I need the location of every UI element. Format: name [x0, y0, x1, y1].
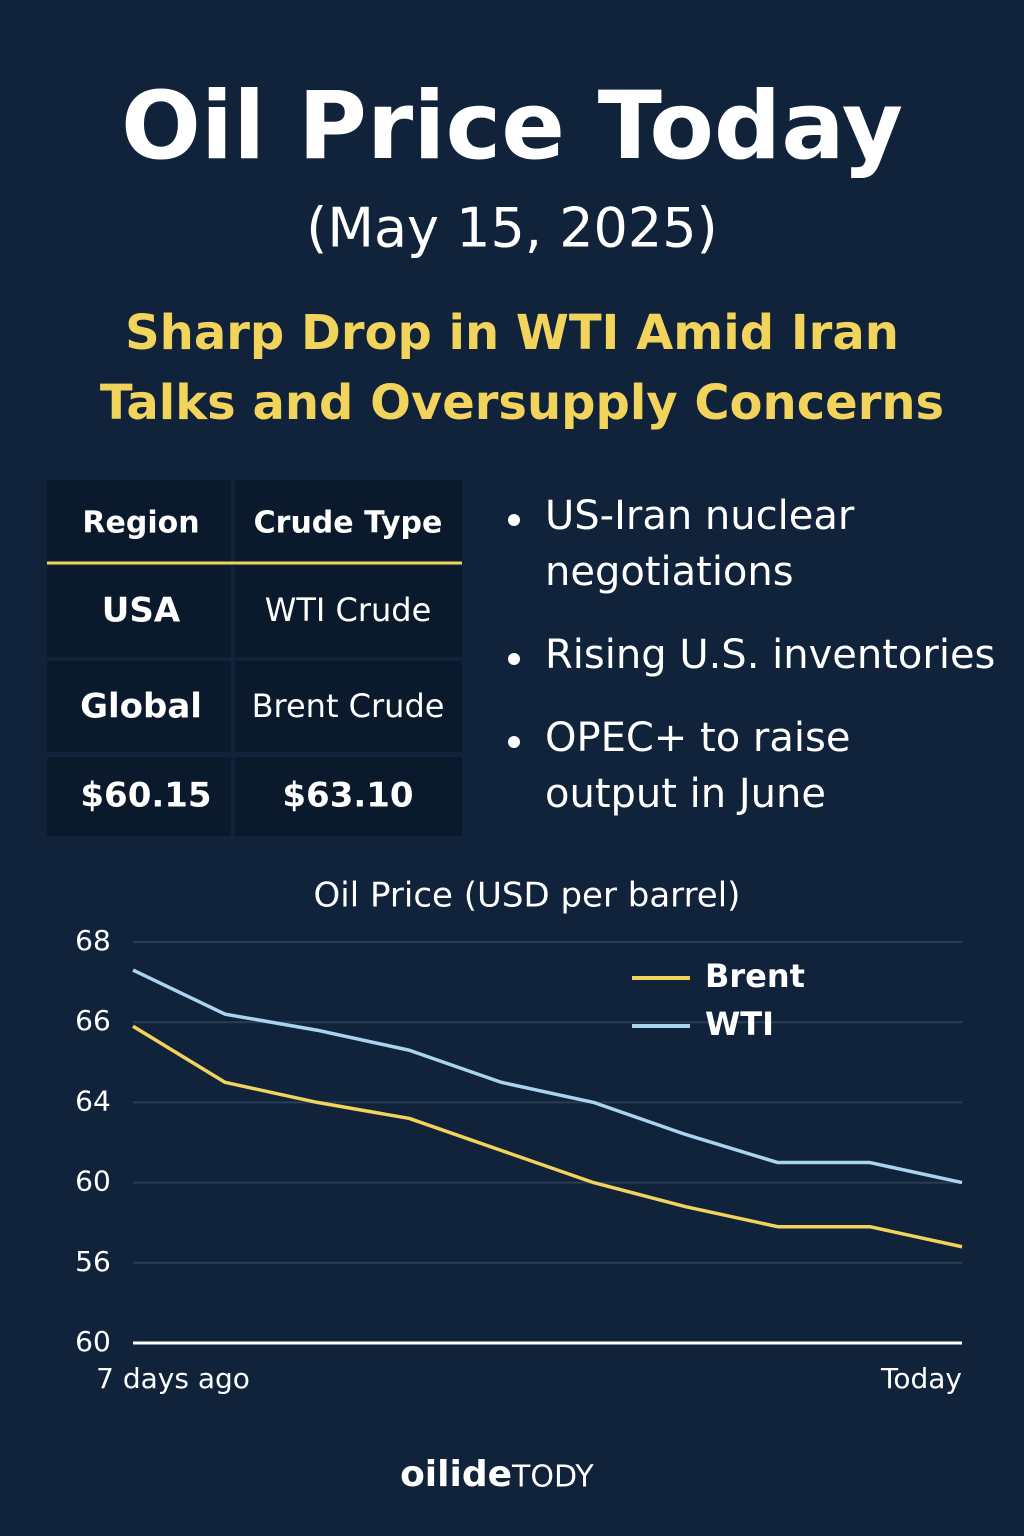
title: Oil Price Today	[121, 72, 903, 181]
bullet-text: output in June	[545, 771, 826, 817]
bullet-text: US-Iran nuclear	[545, 493, 855, 539]
legend-label: Brent	[705, 957, 805, 995]
cell	[235, 661, 462, 752]
x-tick-label: 7 days ago	[96, 1362, 250, 1395]
column-header: Region	[82, 506, 199, 541]
table: Region Crude Type USA WTI Crude Global B…	[47, 480, 462, 836]
series-line	[132, 968, 963, 1185]
table-cell: WTI Crude	[265, 591, 432, 629]
cell	[47, 566, 231, 657]
subtitle: (May 15, 2025)	[306, 197, 717, 260]
brand: oilide	[400, 1454, 512, 1495]
bullet-text: OPEC+ to raise	[545, 715, 850, 761]
y-tick-label: 60	[75, 1325, 111, 1358]
legend-label: WTI	[705, 1005, 774, 1043]
y-tick-label: 60	[75, 1165, 111, 1198]
cell	[47, 480, 231, 562]
table-cell: USA	[102, 591, 181, 631]
cell	[235, 566, 462, 657]
x-tick-label: Today	[880, 1362, 962, 1395]
chart: 68 66 64 60 56 60 7 days ago Today Brent WTI	[75, 924, 963, 1395]
headline: Sharp Drop in WTI Amid Iran	[125, 305, 899, 361]
table-cell: $60.15	[80, 776, 211, 816]
cell	[47, 661, 231, 752]
cell	[235, 480, 462, 562]
table-cell: Brent Crude	[252, 687, 445, 725]
bullet-text: negotiations	[545, 549, 794, 595]
cell	[47, 757, 231, 836]
series-line	[132, 1024, 963, 1249]
bullet-dot	[508, 653, 520, 665]
headline: Talks and Oversupply Concerns	[100, 375, 944, 431]
y-tick-label: 56	[75, 1245, 111, 1278]
column-header: Crude Type	[254, 506, 443, 541]
table-cell: $63.10	[282, 776, 413, 816]
brand-suffix: TODY	[511, 1460, 594, 1495]
bullet-dot	[508, 736, 520, 748]
cell	[235, 757, 462, 836]
bullet-dot	[508, 514, 520, 526]
y-tick-label: 66	[75, 1004, 111, 1037]
bullet-list: US-Iran nuclear negotiations Rising U.S. i…	[508, 493, 995, 817]
table-cell: Global	[80, 687, 202, 727]
y-tick-label: 64	[75, 1084, 111, 1117]
bullet-text: Rising U.S. inventories	[545, 632, 995, 678]
y-tick-label: 68	[75, 924, 111, 957]
chart-title: Oil Price (USD per barrel)	[314, 876, 741, 916]
